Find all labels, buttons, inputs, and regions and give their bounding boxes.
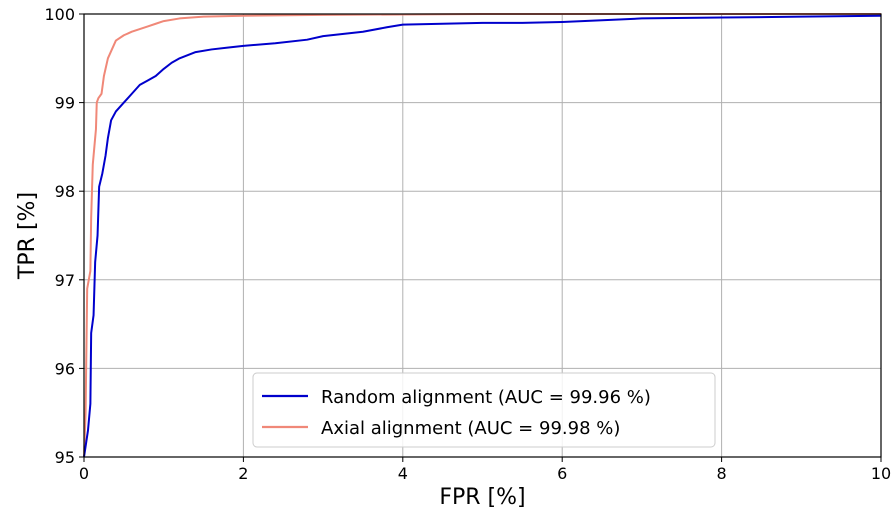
plot-frame: [83, 13, 882, 458]
legend: Random alignment (AUC = 99.96 %) Axial a…: [252, 372, 716, 448]
y-ticks: 95 96 97 98 99 100: [44, 5, 84, 467]
x-tick-label: 2: [238, 464, 248, 483]
x-tick-label: 10: [871, 464, 891, 483]
y-tick-label: 98: [55, 182, 75, 201]
y-tick-label: 97: [55, 271, 75, 290]
y-tick-label: 96: [55, 359, 75, 378]
legend-label-axial: Axial alignment (AUC = 99.98 %): [321, 418, 620, 439]
y-axis-label: TPR [%]: [15, 192, 40, 280]
series-layer: [83, 13, 882, 458]
x-tick-label: 0: [79, 464, 89, 483]
series-line-random: [83, 14, 882, 458]
y-tick-label: 99: [55, 94, 75, 113]
series-line-axial: [83, 13, 881, 458]
legend-box: [252, 372, 716, 448]
x-tick-label: 4: [398, 464, 408, 483]
y-tick-label: 95: [55, 448, 75, 467]
legend-label-random: Random alignment (AUC = 99.96 %): [321, 387, 651, 408]
x-tick-label: 8: [717, 464, 727, 483]
y-tick-label: 100: [44, 5, 75, 24]
x-ticks: 0 2 4 6 8 10: [79, 457, 891, 483]
x-axis-label: FPR [%]: [439, 485, 525, 510]
x-tick-label: 6: [557, 464, 567, 483]
